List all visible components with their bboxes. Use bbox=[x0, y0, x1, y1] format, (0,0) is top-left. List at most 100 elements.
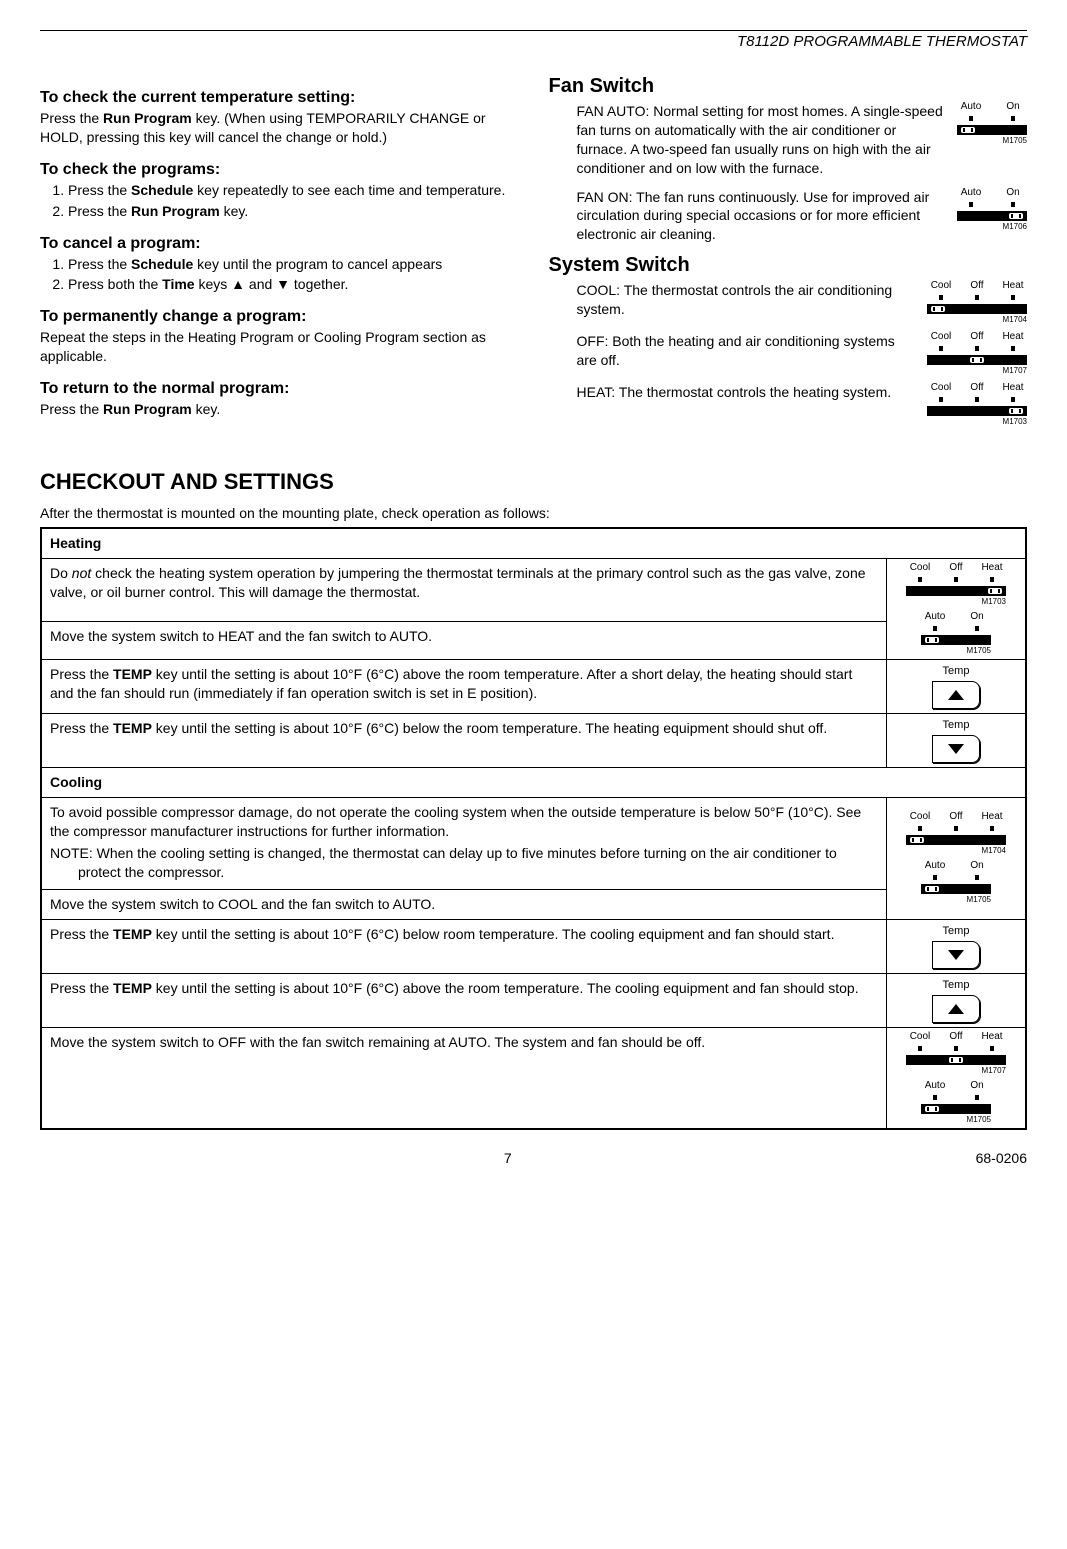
label: Heat bbox=[978, 563, 1006, 573]
label: Heat bbox=[978, 812, 1006, 822]
icon-cell: CoolOffHeat M1707 AutoOn M1705 bbox=[887, 1027, 1027, 1129]
checkout-table: Heating Do not check the heating system … bbox=[40, 527, 1027, 1130]
page-footer: 7 68-0206 bbox=[40, 1150, 1027, 1166]
diagram-code: M1704 bbox=[906, 847, 1006, 855]
table-cell: Move the system switch to COOL and the f… bbox=[41, 890, 887, 920]
label: Auto bbox=[921, 1081, 949, 1091]
label: Temp bbox=[932, 718, 980, 733]
check-temp-body: Press the Run Program key. (When using T… bbox=[40, 109, 519, 147]
icon-cell: Temp bbox=[887, 974, 1027, 1028]
sys-cool-def: COOL: The thermostat controls the air co… bbox=[549, 281, 918, 319]
text: key until the setting is about 10°F (6°C… bbox=[152, 926, 835, 942]
icon-cell: CoolOffHeat M1704 AutoOn M1705 bbox=[887, 797, 1027, 919]
table-cell: To avoid possible compressor damage, do … bbox=[41, 797, 887, 890]
diagram-code: M1705 bbox=[957, 137, 1027, 145]
label: Off bbox=[942, 812, 970, 822]
right-column: Fan Switch FAN AUTO: Normal setting for … bbox=[549, 75, 1028, 434]
checkout-intro: After the thermostat is mounted on the m… bbox=[40, 505, 1027, 521]
text: Do bbox=[50, 565, 72, 581]
diagram-code: M1705 bbox=[921, 1116, 991, 1124]
page-number: 7 bbox=[40, 1150, 976, 1166]
sys-switch-heat-icon: CoolOffHeat M1703 bbox=[927, 383, 1027, 426]
label: Cool bbox=[906, 563, 934, 573]
icon-cell: Temp bbox=[887, 660, 1027, 714]
list-item: Press the Schedule key repeatedly to see… bbox=[68, 181, 519, 200]
label: On bbox=[999, 188, 1027, 198]
text: Press the bbox=[40, 401, 103, 417]
text: Press the bbox=[68, 203, 131, 219]
label: On bbox=[963, 861, 991, 871]
icon-cell: Temp bbox=[887, 920, 1027, 974]
label: Auto bbox=[957, 188, 985, 198]
diagram-code: M1705 bbox=[921, 647, 991, 655]
text: Press both the bbox=[68, 276, 162, 292]
temp-up-icon: Temp bbox=[932, 978, 980, 1023]
check-programs-list: Press the Schedule key repeatedly to see… bbox=[40, 181, 519, 221]
sys-switch-cool-icon: CoolOffHeat M1704 bbox=[927, 281, 1027, 324]
label: Heat bbox=[999, 281, 1027, 291]
text: key until the program to cancel appears bbox=[193, 256, 442, 272]
page-header: T8112D PROGRAMMABLE THERMOSTAT bbox=[40, 30, 1027, 50]
table-cell: Press the TEMP key until the setting is … bbox=[41, 713, 887, 767]
fan-on-def: FAN ON: The fan runs continuously. Use f… bbox=[549, 188, 948, 245]
key-name: TEMP bbox=[113, 666, 152, 682]
table-cell: Move the system switch to OFF with the f… bbox=[41, 1027, 887, 1129]
fan-auto-def: FAN AUTO: Normal setting for most homes.… bbox=[549, 102, 948, 178]
label: Off bbox=[942, 1032, 970, 1042]
cooling-header: Cooling bbox=[41, 767, 1026, 797]
key-name: Run Program bbox=[103, 401, 192, 417]
label: Off bbox=[963, 332, 991, 342]
label: Temp bbox=[932, 664, 980, 679]
left-column: To check the current temperature setting… bbox=[40, 75, 519, 434]
label: Cool bbox=[927, 281, 955, 291]
text: Press the bbox=[68, 182, 131, 198]
sys-switch-off-icon: Cool Off Heat M1707 bbox=[927, 332, 1027, 375]
diagram-code: M1704 bbox=[927, 316, 1027, 324]
fan-switch-auto-icon: Auto On M1705 bbox=[921, 612, 991, 655]
sys-off-def: OFF: Both the heating and air conditioni… bbox=[549, 332, 918, 370]
table-cell: Press the TEMP key until the setting is … bbox=[41, 660, 887, 714]
key-name: TEMP bbox=[113, 926, 152, 942]
text: keys ▲ and ▼ together. bbox=[195, 276, 349, 292]
list-item: Press both the Time keys ▲ and ▼ togethe… bbox=[68, 275, 519, 294]
system-switch-title: System Switch bbox=[549, 254, 1028, 277]
table-cell: Press the TEMP key until the setting is … bbox=[41, 974, 887, 1028]
label: Auto bbox=[921, 861, 949, 871]
label: Cool bbox=[927, 332, 955, 342]
text: key until the setting is about 10°F (6°C… bbox=[152, 980, 859, 996]
label: Off bbox=[942, 563, 970, 573]
doc-number: 68-0206 bbox=[976, 1150, 1027, 1166]
key-name: TEMP bbox=[113, 720, 152, 736]
key-name: Run Program bbox=[131, 203, 220, 219]
note: NOTE: When the cooling setting is change… bbox=[50, 844, 878, 882]
fan-switch-on-icon: AutoOn M1706 bbox=[957, 188, 1027, 231]
label: On bbox=[963, 612, 991, 622]
label: Heat bbox=[999, 383, 1027, 393]
label: Heat bbox=[999, 332, 1027, 342]
check-temp-title: To check the current temperature setting… bbox=[40, 89, 519, 107]
sys-heat-def: HEAT: The thermostat controls the heatin… bbox=[549, 383, 918, 402]
label: On bbox=[963, 1081, 991, 1091]
text: Press the bbox=[50, 720, 113, 736]
list-item: Press the Run Program key. bbox=[68, 202, 519, 221]
temp-down-icon: Temp bbox=[932, 718, 980, 763]
text: key until the setting is about 10°F (6°C… bbox=[152, 720, 827, 736]
label: Auto bbox=[921, 612, 949, 622]
perm-change-body: Repeat the steps in the Heating Program … bbox=[40, 328, 519, 366]
label: Temp bbox=[932, 978, 980, 993]
key-name: TEMP bbox=[113, 980, 152, 996]
check-programs-title: To check the programs: bbox=[40, 161, 519, 179]
table-cell: Move the system switch to HEAT and the f… bbox=[41, 621, 887, 659]
diagram-code: M1703 bbox=[906, 598, 1006, 606]
key-name: Schedule bbox=[131, 182, 193, 198]
key-name: Schedule bbox=[131, 256, 193, 272]
diagram-code: M1707 bbox=[927, 367, 1027, 375]
key-name: Time bbox=[162, 276, 194, 292]
icon-cell: Temp bbox=[887, 713, 1027, 767]
return-normal-title: To return to the normal program: bbox=[40, 380, 519, 398]
list-item: Press the Schedule key until the program… bbox=[68, 255, 519, 274]
text: key repeatedly to see each time and temp… bbox=[193, 182, 505, 198]
temp-up-icon: Temp bbox=[932, 664, 980, 709]
label: Cool bbox=[927, 383, 955, 393]
text: Press the bbox=[68, 256, 131, 272]
